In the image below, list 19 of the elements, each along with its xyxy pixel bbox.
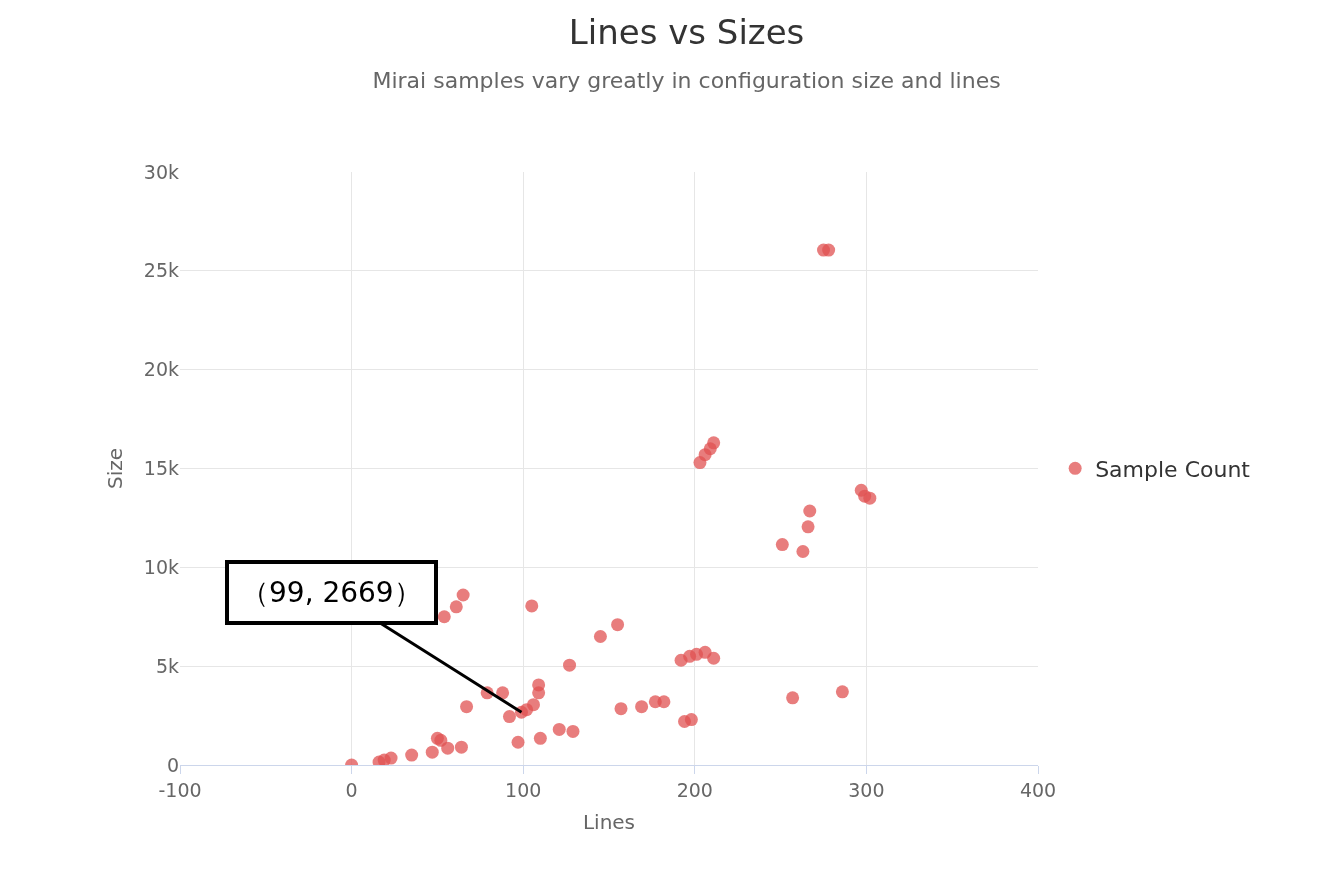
chart-title: Lines vs Sizes [568,11,805,52]
y-tick-label: 15k [143,457,179,480]
x-tick-label: 400 [1019,778,1057,801]
x-tick-label: -100 [158,778,202,801]
y-tick-label: 10k [143,555,179,578]
x-axis-title: Lines [582,810,636,835]
x-tick-label: 0 [345,778,358,801]
y-tick-label: 5k [155,654,179,677]
y-axis-title: Size [103,447,128,490]
annotation: （99, 2669） [241,576,422,609]
y-tick-label: 30k [143,160,179,183]
x-tick-label: 100 [505,778,542,801]
x-tick-label: 200 [676,778,713,801]
y-tick-label: 20k [143,358,179,381]
x-tick-label: 300 [848,778,885,801]
legend-label: Sample Count [1095,456,1251,482]
chart-subtitle: Mirai samples vary greatly in configuration size and lines [372,67,1001,93]
y-tick-label: 0 [166,753,179,776]
y-tick-label: 25k [143,259,179,282]
